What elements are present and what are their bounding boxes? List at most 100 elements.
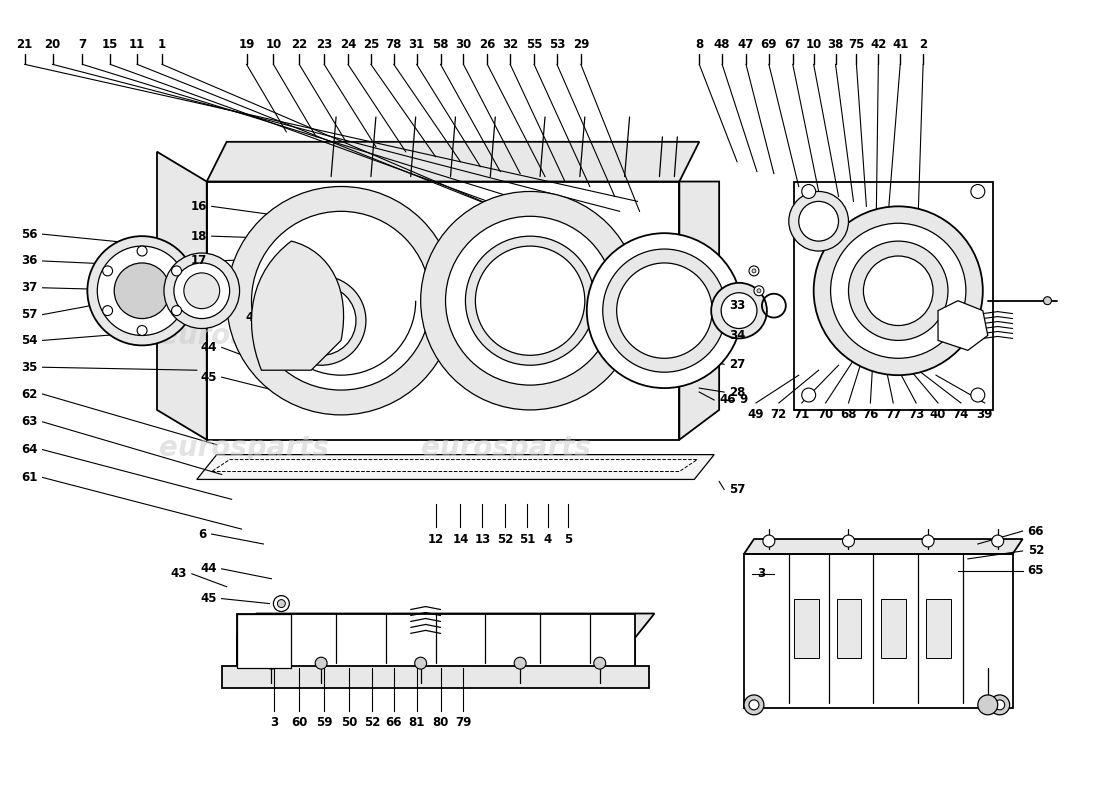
Bar bbox=[836, 598, 861, 658]
Circle shape bbox=[802, 185, 816, 198]
Circle shape bbox=[138, 326, 147, 335]
Circle shape bbox=[252, 211, 430, 390]
Text: 52: 52 bbox=[364, 716, 381, 730]
Circle shape bbox=[87, 236, 197, 346]
Text: 3: 3 bbox=[271, 716, 278, 730]
Bar bbox=[236, 614, 635, 668]
Text: 43: 43 bbox=[170, 567, 187, 580]
Bar bbox=[794, 598, 818, 658]
Text: 9: 9 bbox=[739, 394, 747, 406]
Text: 66: 66 bbox=[385, 716, 402, 730]
Text: 55: 55 bbox=[526, 38, 542, 51]
Circle shape bbox=[814, 206, 982, 375]
Text: 15: 15 bbox=[102, 38, 119, 51]
Text: 24: 24 bbox=[340, 38, 356, 51]
Circle shape bbox=[265, 658, 277, 669]
Text: 2: 2 bbox=[918, 38, 927, 51]
Text: 43: 43 bbox=[245, 311, 262, 324]
Text: 42: 42 bbox=[870, 38, 887, 51]
Text: 58: 58 bbox=[432, 38, 449, 51]
Circle shape bbox=[802, 388, 816, 402]
Text: 51: 51 bbox=[519, 533, 536, 546]
Text: 11: 11 bbox=[129, 38, 145, 51]
Text: 52: 52 bbox=[497, 533, 514, 546]
Text: 23: 23 bbox=[316, 38, 332, 51]
Text: 48: 48 bbox=[714, 38, 730, 51]
Text: 10: 10 bbox=[265, 38, 282, 51]
Text: 63: 63 bbox=[21, 415, 37, 428]
Circle shape bbox=[864, 256, 933, 326]
Text: 45: 45 bbox=[200, 370, 217, 384]
Bar bbox=[744, 554, 1013, 708]
Circle shape bbox=[749, 700, 759, 710]
Circle shape bbox=[922, 535, 934, 547]
Circle shape bbox=[415, 658, 427, 669]
Text: 37: 37 bbox=[21, 282, 37, 294]
Text: 32: 32 bbox=[502, 38, 518, 51]
Text: 46: 46 bbox=[719, 394, 736, 406]
Circle shape bbox=[276, 276, 366, 366]
Text: 36: 36 bbox=[21, 254, 37, 267]
Circle shape bbox=[978, 695, 998, 714]
Text: 18: 18 bbox=[190, 230, 207, 242]
Polygon shape bbox=[211, 459, 697, 471]
Text: 67: 67 bbox=[784, 38, 801, 51]
Polygon shape bbox=[794, 182, 993, 410]
Text: 56: 56 bbox=[21, 228, 37, 241]
Circle shape bbox=[990, 695, 1010, 714]
Circle shape bbox=[617, 263, 712, 358]
Text: 76: 76 bbox=[862, 408, 879, 422]
Text: 1: 1 bbox=[158, 38, 166, 51]
Text: 7: 7 bbox=[78, 38, 87, 51]
Text: 54: 54 bbox=[21, 334, 37, 347]
Text: 57: 57 bbox=[729, 483, 746, 496]
Text: 45: 45 bbox=[200, 592, 217, 605]
Circle shape bbox=[277, 600, 285, 607]
Circle shape bbox=[274, 596, 289, 611]
Text: 14: 14 bbox=[452, 533, 469, 546]
Bar bbox=[236, 614, 292, 668]
Circle shape bbox=[172, 266, 182, 276]
Circle shape bbox=[744, 695, 763, 714]
Text: 44: 44 bbox=[200, 562, 217, 575]
Circle shape bbox=[752, 269, 756, 273]
Circle shape bbox=[102, 266, 112, 276]
Text: 70: 70 bbox=[817, 408, 834, 422]
Circle shape bbox=[830, 223, 966, 358]
Circle shape bbox=[514, 658, 526, 669]
Text: 28: 28 bbox=[729, 386, 746, 398]
Text: 53: 53 bbox=[549, 38, 565, 51]
Circle shape bbox=[586, 233, 743, 388]
Text: 49: 49 bbox=[748, 408, 764, 422]
Text: 25: 25 bbox=[363, 38, 379, 51]
Text: 52: 52 bbox=[1027, 545, 1044, 558]
Text: 74: 74 bbox=[953, 408, 969, 422]
Text: 21: 21 bbox=[16, 38, 33, 51]
Text: 34: 34 bbox=[729, 329, 746, 342]
Circle shape bbox=[971, 388, 984, 402]
Text: 64: 64 bbox=[21, 443, 37, 456]
Text: 33: 33 bbox=[729, 299, 746, 312]
Text: 79: 79 bbox=[455, 716, 472, 730]
Circle shape bbox=[749, 266, 759, 276]
Polygon shape bbox=[680, 182, 719, 440]
Circle shape bbox=[848, 241, 948, 341]
Text: 47: 47 bbox=[738, 38, 755, 51]
Text: 19: 19 bbox=[239, 38, 255, 51]
Bar bbox=[926, 598, 952, 658]
Text: 57: 57 bbox=[21, 308, 37, 321]
Text: eurosparts: eurosparts bbox=[421, 322, 591, 350]
Text: eurosparts: eurosparts bbox=[158, 322, 329, 350]
Text: 80: 80 bbox=[432, 716, 449, 730]
Polygon shape bbox=[236, 614, 654, 638]
Text: eurosparts: eurosparts bbox=[421, 434, 591, 462]
Text: 5: 5 bbox=[564, 533, 572, 546]
Text: 73: 73 bbox=[908, 408, 924, 422]
Circle shape bbox=[227, 186, 455, 415]
Text: 22: 22 bbox=[292, 38, 307, 51]
Text: eurosparts: eurosparts bbox=[158, 434, 329, 462]
Text: 61: 61 bbox=[21, 471, 37, 484]
Text: 60: 60 bbox=[292, 716, 308, 730]
Circle shape bbox=[138, 246, 147, 256]
Circle shape bbox=[843, 535, 855, 547]
